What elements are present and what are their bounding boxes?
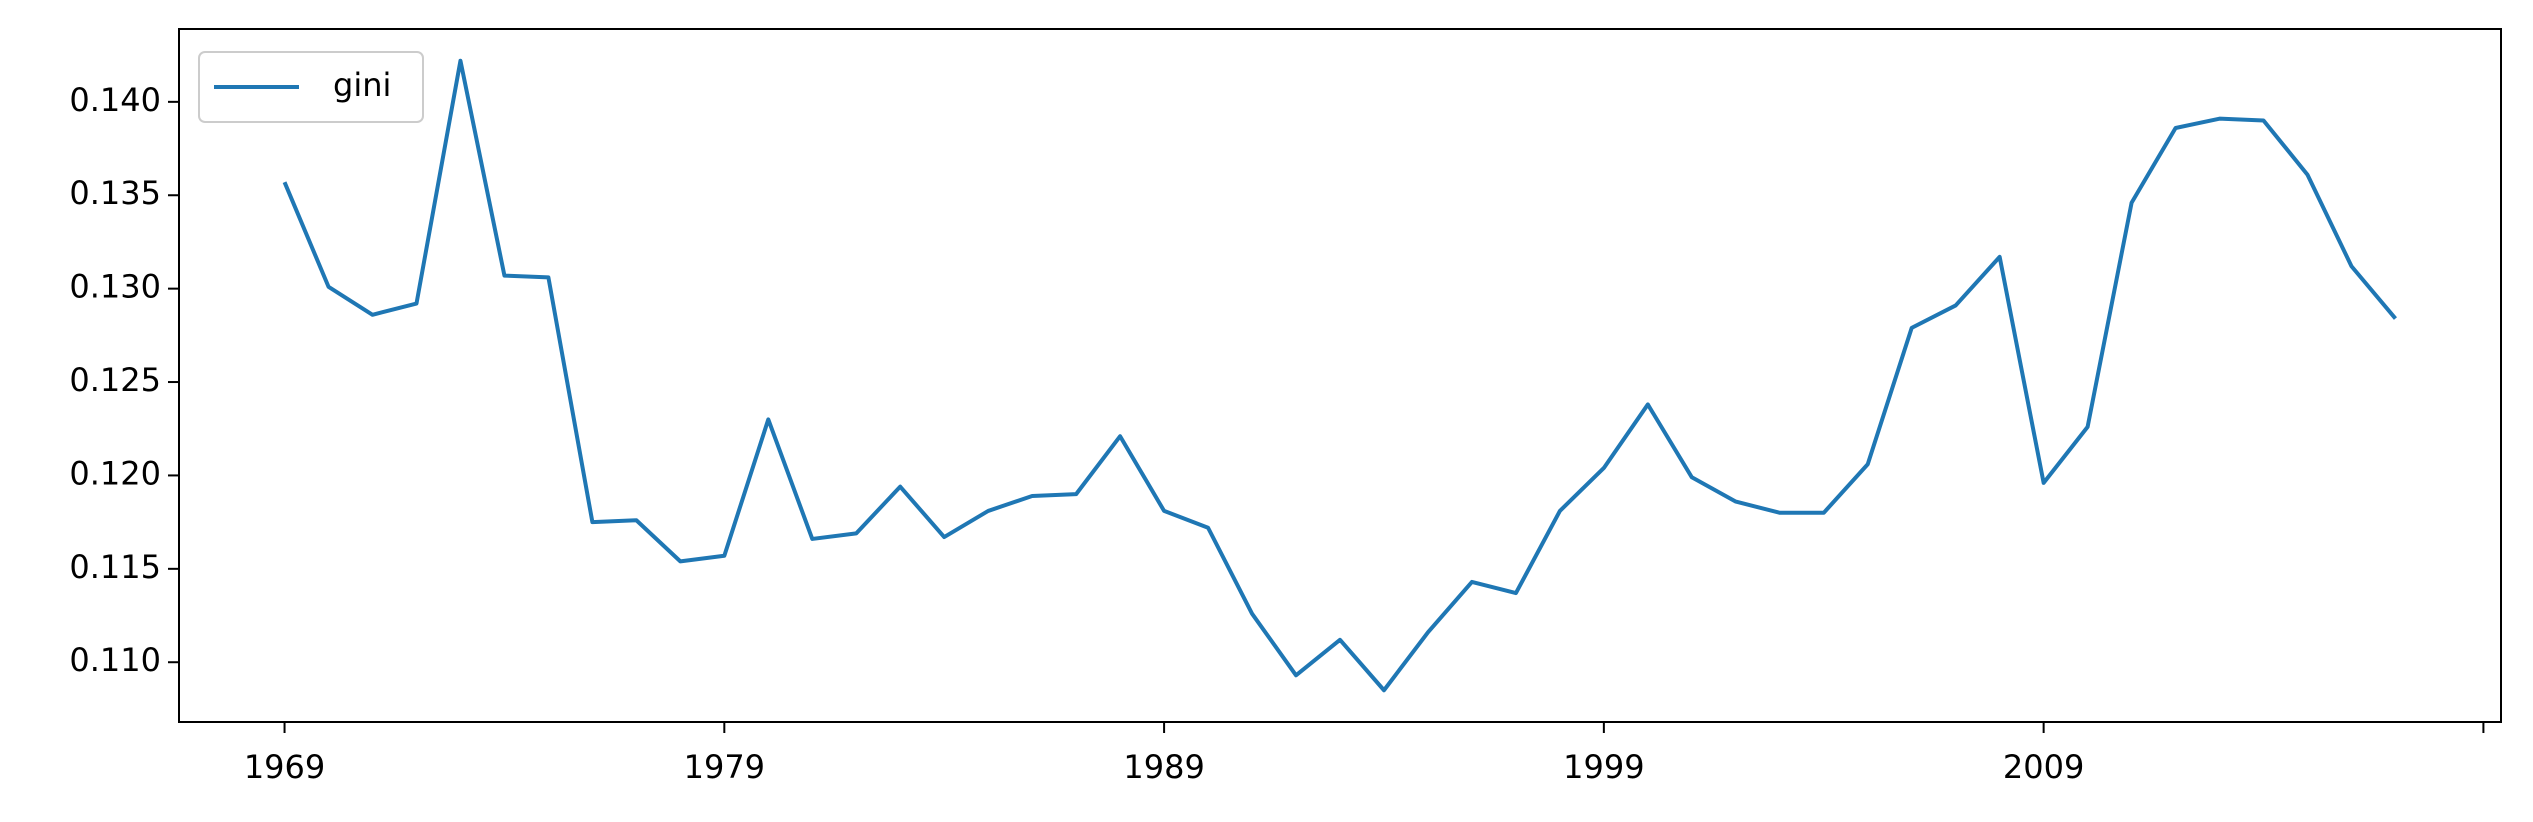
line	[282, 58, 2397, 693]
x-tick-label: 1989	[1123, 748, 1204, 786]
y-tick-label: 0.115	[69, 548, 161, 586]
y-tick-label: 0.120	[69, 454, 161, 492]
x-tick-label: 2009	[2003, 748, 2084, 786]
x-tick-label: 1979	[684, 748, 765, 786]
axes-frame	[178, 28, 2502, 723]
legend-label: gini	[333, 66, 391, 104]
y-tick-label: 0.140	[69, 81, 161, 119]
y-tick-label: 0.135	[69, 174, 161, 212]
x-tick-label: 1969	[244, 748, 325, 786]
x-tick-label: 1999	[1563, 748, 1644, 786]
legend	[198, 51, 424, 123]
y-tick-label: 0.125	[69, 361, 161, 399]
y-tick-label: 0.110	[69, 641, 161, 679]
y-tick-label: 0.130	[69, 268, 161, 306]
